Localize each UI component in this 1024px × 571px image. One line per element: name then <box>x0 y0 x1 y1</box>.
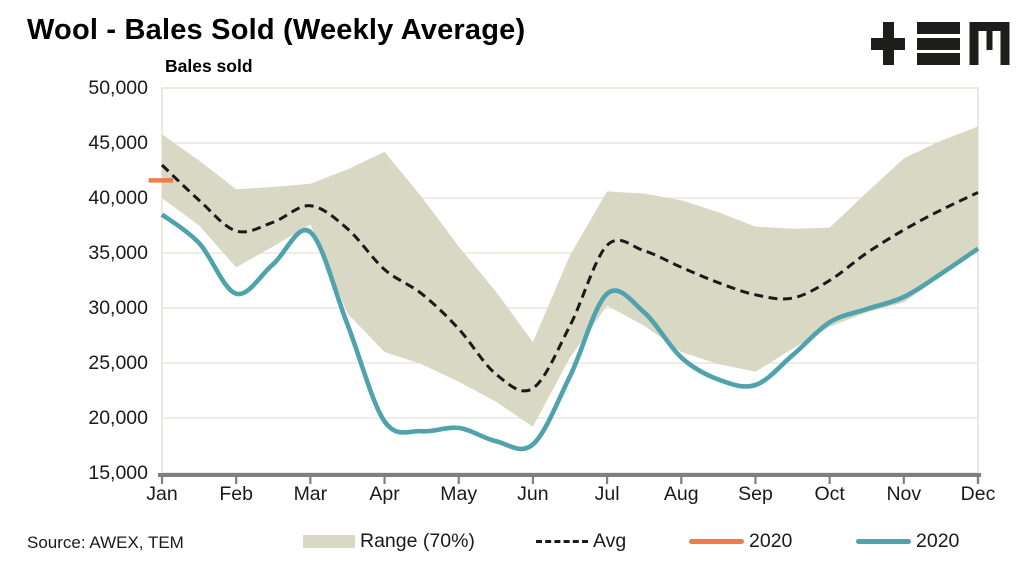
logo-ebars-icon <box>917 22 960 65</box>
legend-label-2020-orange: 2020 <box>749 529 793 552</box>
y-tick-label: 15,000 <box>88 462 148 484</box>
y-tick-label: 20,000 <box>88 407 148 429</box>
x-tick-label: Feb <box>219 483 253 505</box>
x-tick-label: Jun <box>517 483 549 505</box>
y-tick-label: 40,000 <box>88 187 148 209</box>
y-tick-label: 45,000 <box>88 132 148 154</box>
legend-item-range: Range (70%) <box>303 529 475 553</box>
x-tick-label: Aug <box>663 483 699 505</box>
line-2020 <box>160 212 980 452</box>
legend-item-2020-teal: 2020 <box>856 529 959 553</box>
source-note: Source: AWEX, TEM <box>27 533 184 552</box>
x-tick-label: Apr <box>369 483 400 505</box>
range-band <box>162 126 978 427</box>
legend-item-avg: Avg <box>536 529 626 553</box>
y-tick-label: 30,000 <box>88 297 148 319</box>
y-tick-label: 35,000 <box>88 242 148 264</box>
x-tick-label: Nov <box>886 483 922 505</box>
line-2020-orange-swatch <box>689 538 744 544</box>
avg-dashed-swatch <box>536 539 588 543</box>
plot-border <box>161 87 979 474</box>
y-axis-title: Bales sold <box>165 56 253 76</box>
legend-label-avg: Avg <box>593 529 627 552</box>
legend-label-range: Range (70%) <box>360 529 475 552</box>
legend-item-2020-orange: 2020 <box>689 529 792 553</box>
y-tick-label: 50,000 <box>88 77 148 99</box>
x-tick-label: Oct <box>814 483 845 505</box>
logo-m-icon <box>969 22 1010 65</box>
x-tick-label: Jul <box>594 483 620 505</box>
x-tick-label: Sep <box>738 483 773 505</box>
legend-label-2020-teal: 2020 <box>916 529 960 552</box>
x-tick-label: Jan <box>146 483 178 505</box>
tem-logo <box>871 22 1010 65</box>
y-tick-label: 25,000 <box>88 352 148 374</box>
avg-line <box>160 163 979 393</box>
range-band-swatch <box>303 534 355 548</box>
line-2020-teal-swatch <box>856 538 911 544</box>
chart-title: Wool - Bales Sold (Weekly Average) <box>27 14 526 46</box>
logo-plus-icon <box>871 22 905 65</box>
x-tick-label: Mar <box>293 483 328 505</box>
x-tick-label: Dec <box>960 483 996 505</box>
x-tick-label: May <box>440 483 478 505</box>
